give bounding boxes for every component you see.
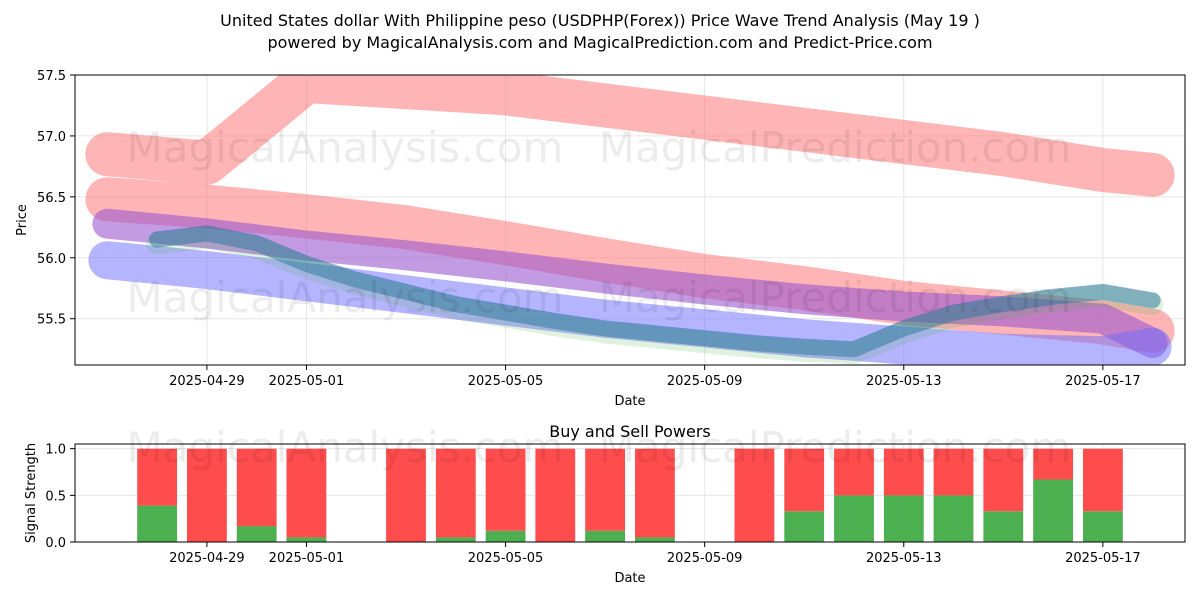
sell-bar	[933, 448, 974, 496]
watermark-prediction-mid: MagicalPrediction.com	[599, 273, 1072, 322]
signal-x-tick-label: 2025-05-17	[1065, 551, 1141, 566]
price-plot-frame	[74, 74, 1186, 366]
sell-bar	[734, 448, 775, 542]
watermark-prediction-top: MagicalPrediction.com	[599, 123, 1072, 172]
price-y-tick-label: 55.5	[37, 313, 66, 328]
price-band-red-0	[85, 75, 1175, 197]
watermark-prediction-bottom: MagicalPrediction.com	[599, 423, 1072, 472]
price-x-ticks: 2025-04-29 2025-05-01 2025-05-05 2025-05-09…	[169, 365, 1141, 389]
signal-y-axis-label: Signal Strength	[24, 443, 39, 543]
price-y-axis-label: Price	[15, 204, 30, 236]
sell-bar	[883, 448, 924, 496]
sell-bar	[286, 448, 327, 538]
signal-plot: Buy and Sell Powers MagicalAnalysis.com …	[24, 422, 1186, 586]
price-x-tick-label: 2025-05-05	[468, 374, 544, 389]
buy-bar	[236, 526, 277, 542]
signal-x-tick-label: 2025-05-05	[468, 551, 544, 566]
buy-bar	[585, 530, 625, 542]
signal-x-tick-label: 2025-04-29	[169, 551, 245, 566]
sell-bar	[435, 448, 476, 538]
buy-bar	[784, 511, 825, 542]
price-y-tick-label: 56.0	[37, 252, 66, 267]
sell-bar	[1083, 448, 1123, 512]
price-x-tick-label: 2025-05-17	[1065, 374, 1141, 389]
buy-bar	[933, 495, 974, 542]
sell-bar	[983, 448, 1024, 512]
buy-bar	[1083, 511, 1123, 542]
price-x-axis-label: Date	[614, 394, 645, 409]
signal-bars	[137, 448, 1123, 542]
price-x-tick-label: 2025-04-29	[169, 374, 245, 389]
chart-title-line1: United States dollar With Philippine pes…	[220, 11, 980, 30]
price-band-green-echo	[146, 226, 1164, 365]
price-plot: MagicalAnalysis.com MagicalPrediction.co…	[15, 69, 1186, 409]
buy-bar	[485, 530, 526, 542]
signal-x-tick-label: 2025-05-09	[667, 551, 743, 566]
signal-plot-frame	[74, 443, 1186, 543]
chart-title-line2: powered by MagicalAnalysis.com and Magic…	[267, 33, 932, 52]
price-band-purple-2	[92, 208, 1168, 359]
sell-bar	[585, 448, 625, 531]
signal-x-ticks: 2025-04-29 2025-05-01 2025-05-05 2025-05-09…	[169, 542, 1141, 566]
buy-bar	[983, 511, 1024, 542]
sell-bar	[485, 448, 526, 531]
price-y-tick-label: 57.0	[37, 130, 66, 145]
price-bands	[85, 75, 1175, 365]
sell-bar	[535, 448, 576, 542]
watermark-analysis-mid: MagicalAnalysis.com	[127, 273, 564, 322]
signal-x-tick-label: 2025-05-13	[866, 551, 942, 566]
buy-bar	[435, 537, 476, 542]
price-band-blue-3	[88, 241, 1172, 365]
buy-bar	[137, 505, 177, 542]
price-x-tick-label: 2025-05-13	[866, 374, 942, 389]
signal-plot-title: Buy and Sell Powers	[549, 422, 711, 441]
sell-bar	[1033, 448, 1073, 480]
price-y-ticks: 55.5 56.0 56.5 57.0 57.5	[37, 69, 75, 328]
signal-x-tick-label: 2025-05-01	[269, 551, 345, 566]
signal-y-ticks: 0.0 0.5 1.0	[45, 443, 75, 551]
price-band-steelblue-4	[149, 225, 1161, 358]
signal-y-tick-label: 1.0	[45, 443, 66, 458]
price-y-tick-label: 56.5	[37, 191, 66, 206]
signal-y-tick-label: 0.5	[45, 489, 66, 504]
price-y-tick-label: 57.5	[37, 69, 66, 84]
sell-bar	[187, 448, 227, 542]
buy-bar	[635, 537, 675, 542]
watermark-analysis-bottom: MagicalAnalysis.com	[127, 423, 564, 472]
signal-y-tick-label: 0.0	[45, 536, 66, 551]
sell-bar	[137, 448, 177, 506]
buy-bar	[1033, 479, 1073, 542]
sell-bar	[635, 448, 675, 538]
buy-bar	[883, 495, 924, 542]
sell-bar	[834, 448, 874, 496]
buy-bar	[286, 537, 327, 542]
sell-bar	[236, 448, 277, 527]
buy-bar	[834, 495, 874, 542]
sell-bar	[386, 448, 426, 542]
price-x-tick-label: 2025-05-09	[667, 374, 743, 389]
watermark-analysis-top: MagicalAnalysis.com	[127, 123, 564, 172]
sell-bar	[784, 448, 825, 512]
signal-x-axis-label: Date	[614, 571, 645, 586]
price-x-tick-label: 2025-05-01	[269, 374, 345, 389]
